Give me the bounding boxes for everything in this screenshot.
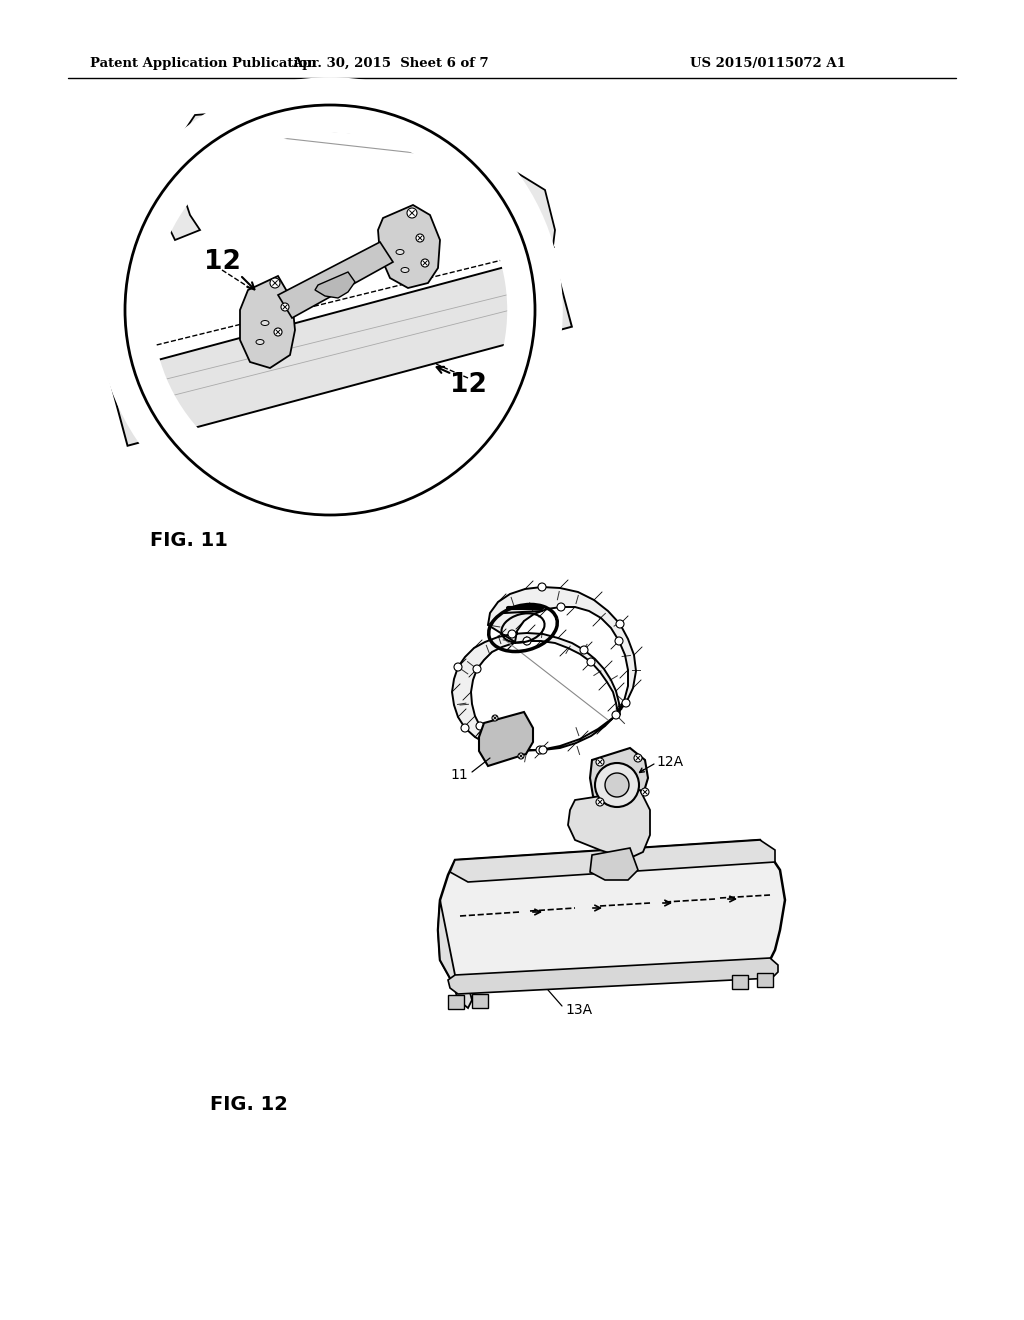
Polygon shape [315, 272, 355, 298]
Circle shape [580, 645, 588, 653]
Circle shape [612, 711, 620, 719]
Circle shape [125, 106, 535, 515]
Polygon shape [449, 995, 464, 1008]
Ellipse shape [396, 249, 404, 255]
Circle shape [407, 209, 417, 218]
Polygon shape [450, 840, 775, 882]
Polygon shape [109, 255, 571, 446]
Circle shape [270, 279, 280, 288]
Circle shape [281, 304, 289, 312]
Polygon shape [438, 840, 785, 978]
Text: FIG. 11: FIG. 11 [150, 531, 228, 549]
Circle shape [508, 630, 516, 638]
Polygon shape [438, 900, 472, 1008]
Polygon shape [590, 847, 638, 880]
Polygon shape [378, 205, 440, 288]
Text: FIG. 12: FIG. 12 [210, 1096, 288, 1114]
Circle shape [536, 746, 544, 754]
Circle shape [634, 754, 642, 762]
Text: 12A: 12A [656, 755, 683, 770]
Text: 12: 12 [450, 372, 486, 399]
Circle shape [616, 620, 624, 628]
Polygon shape [472, 994, 488, 1008]
Polygon shape [449, 958, 778, 994]
Circle shape [421, 259, 429, 267]
Circle shape [557, 603, 565, 611]
Polygon shape [479, 711, 534, 766]
Ellipse shape [401, 268, 409, 272]
Circle shape [274, 327, 282, 337]
Circle shape [596, 758, 604, 766]
Text: Patent Application Publication: Patent Application Publication [90, 57, 316, 70]
Text: 12: 12 [204, 249, 241, 275]
Circle shape [538, 583, 546, 591]
Circle shape [454, 663, 462, 671]
Polygon shape [455, 148, 555, 330]
Circle shape [595, 763, 639, 807]
Circle shape [523, 638, 531, 645]
Polygon shape [757, 973, 773, 987]
Polygon shape [452, 587, 636, 751]
Circle shape [492, 715, 498, 721]
Circle shape [605, 774, 629, 797]
Circle shape [476, 722, 484, 730]
Polygon shape [568, 789, 650, 858]
Circle shape [473, 665, 481, 673]
Circle shape [587, 657, 595, 667]
Polygon shape [590, 748, 648, 810]
Circle shape [539, 746, 547, 754]
Ellipse shape [261, 321, 269, 326]
Polygon shape [240, 276, 295, 368]
Circle shape [596, 799, 604, 807]
Polygon shape [155, 108, 510, 240]
Text: 13A: 13A [565, 1003, 592, 1016]
Circle shape [615, 638, 623, 645]
Text: 11: 11 [451, 768, 468, 781]
Polygon shape [732, 975, 748, 989]
Circle shape [622, 700, 630, 708]
Circle shape [416, 234, 424, 242]
Polygon shape [278, 242, 393, 318]
Ellipse shape [256, 339, 264, 345]
Text: Apr. 30, 2015  Sheet 6 of 7: Apr. 30, 2015 Sheet 6 of 7 [292, 57, 488, 70]
Circle shape [641, 788, 649, 796]
Text: US 2015/0115072 A1: US 2015/0115072 A1 [690, 57, 846, 70]
Circle shape [461, 723, 469, 733]
Circle shape [518, 752, 524, 759]
